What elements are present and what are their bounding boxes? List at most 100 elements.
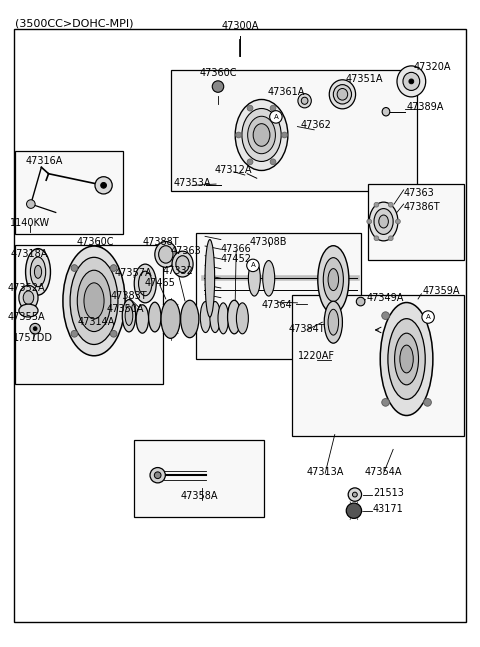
Ellipse shape: [134, 264, 156, 303]
Bar: [368, 184, 464, 260]
Circle shape: [282, 132, 288, 138]
Ellipse shape: [298, 94, 312, 108]
Ellipse shape: [23, 291, 34, 305]
Ellipse shape: [382, 107, 390, 116]
Text: 47363: 47363: [404, 188, 434, 198]
Text: 47359A: 47359A: [423, 285, 460, 296]
Ellipse shape: [242, 109, 281, 162]
Text: 47313A: 47313A: [307, 467, 344, 477]
Text: 47318A: 47318A: [11, 250, 48, 259]
Bar: [15, 245, 163, 384]
Circle shape: [346, 503, 361, 518]
Circle shape: [236, 132, 241, 138]
Text: 1140KW: 1140KW: [10, 219, 50, 228]
Ellipse shape: [400, 345, 413, 373]
Circle shape: [247, 259, 259, 272]
Ellipse shape: [403, 72, 420, 91]
Ellipse shape: [19, 304, 38, 317]
Text: 47332: 47332: [162, 265, 193, 276]
Text: 47300A: 47300A: [221, 21, 259, 31]
Ellipse shape: [324, 302, 342, 343]
Ellipse shape: [172, 251, 193, 277]
Ellipse shape: [30, 257, 46, 287]
Circle shape: [424, 312, 432, 320]
Circle shape: [212, 81, 224, 93]
Ellipse shape: [301, 97, 308, 104]
Text: 47389A: 47389A: [407, 102, 444, 112]
Circle shape: [422, 311, 434, 324]
Text: 47395: 47395: [396, 325, 426, 335]
Circle shape: [356, 297, 365, 306]
Ellipse shape: [19, 285, 38, 310]
Ellipse shape: [318, 246, 349, 314]
Circle shape: [396, 219, 400, 224]
Ellipse shape: [205, 239, 215, 317]
Ellipse shape: [328, 269, 338, 291]
Text: 47384T: 47384T: [288, 324, 325, 334]
Ellipse shape: [374, 208, 393, 234]
Ellipse shape: [200, 302, 211, 333]
Circle shape: [388, 203, 393, 207]
Ellipse shape: [158, 246, 173, 263]
Text: A: A: [274, 114, 278, 120]
Text: 47383T: 47383T: [111, 291, 147, 302]
Text: 47361A: 47361A: [268, 87, 305, 97]
Text: 47360C: 47360C: [199, 68, 237, 78]
Circle shape: [382, 399, 389, 406]
Ellipse shape: [388, 319, 425, 399]
Bar: [292, 295, 464, 436]
Text: 47363: 47363: [171, 247, 202, 256]
Ellipse shape: [139, 271, 152, 296]
Circle shape: [247, 159, 253, 165]
Circle shape: [110, 265, 117, 271]
Text: 47320A: 47320A: [413, 62, 451, 72]
Circle shape: [26, 200, 35, 208]
Bar: [134, 440, 264, 517]
Text: 47386T: 47386T: [404, 202, 440, 212]
Ellipse shape: [228, 300, 241, 334]
Ellipse shape: [329, 80, 356, 109]
Ellipse shape: [328, 309, 338, 335]
Circle shape: [374, 203, 379, 207]
Text: 47388T: 47388T: [143, 237, 180, 247]
Text: 47316A: 47316A: [26, 156, 63, 166]
Circle shape: [270, 111, 282, 123]
Circle shape: [270, 105, 276, 111]
Ellipse shape: [380, 303, 433, 415]
Polygon shape: [170, 71, 417, 191]
Text: 47351A: 47351A: [345, 74, 383, 85]
Circle shape: [95, 177, 112, 194]
Text: 47314A: 47314A: [78, 317, 115, 327]
Bar: [15, 151, 123, 234]
Circle shape: [382, 312, 389, 320]
Text: 1220AF: 1220AF: [298, 351, 335, 361]
Circle shape: [94, 247, 104, 256]
Circle shape: [409, 79, 414, 84]
Bar: [196, 233, 361, 359]
Text: 21513: 21513: [373, 488, 404, 498]
Circle shape: [374, 236, 379, 241]
Circle shape: [348, 488, 361, 501]
Circle shape: [388, 236, 393, 241]
Text: 47349A: 47349A: [366, 293, 404, 303]
Circle shape: [30, 324, 40, 334]
Ellipse shape: [35, 265, 42, 278]
Text: 47357A: 47357A: [115, 268, 153, 278]
Text: 47312A: 47312A: [215, 165, 252, 175]
Ellipse shape: [333, 85, 351, 104]
Circle shape: [155, 472, 161, 479]
Text: 47452: 47452: [221, 254, 252, 264]
Ellipse shape: [84, 283, 104, 319]
Ellipse shape: [70, 258, 118, 344]
Ellipse shape: [263, 261, 275, 296]
Ellipse shape: [218, 303, 228, 334]
Circle shape: [101, 182, 107, 188]
Circle shape: [33, 327, 37, 331]
Ellipse shape: [176, 256, 189, 272]
Text: 47364: 47364: [262, 300, 293, 311]
Ellipse shape: [125, 306, 133, 325]
Ellipse shape: [237, 303, 248, 334]
Ellipse shape: [180, 300, 199, 338]
Text: A: A: [426, 314, 431, 320]
Text: 47366: 47366: [221, 244, 252, 254]
